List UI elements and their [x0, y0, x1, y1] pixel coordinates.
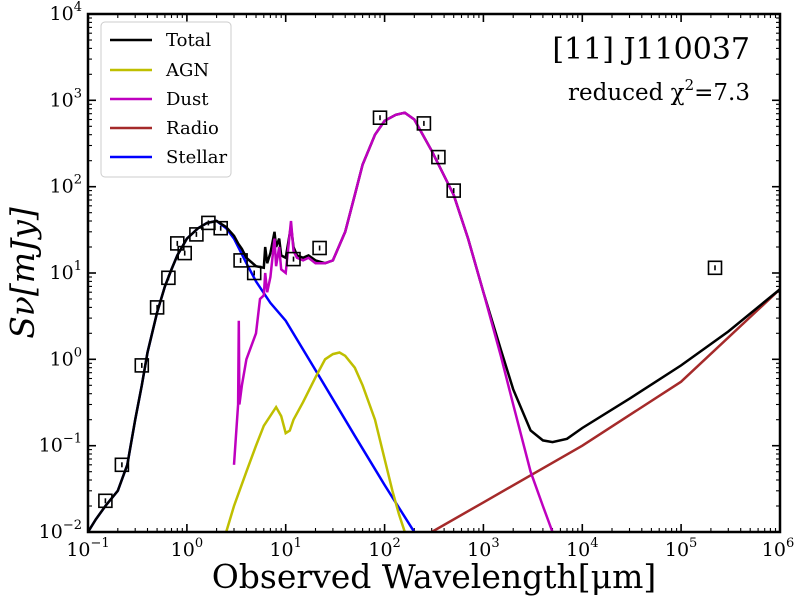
- x-tick-label: 101: [269, 536, 301, 561]
- x-tick-label: 106: [762, 536, 794, 561]
- legend-label-radio: Radio: [166, 118, 219, 139]
- x-tick-label: 10−1: [66, 536, 109, 561]
- observed-point: [312, 240, 327, 256]
- y-tick-label: 10−2: [39, 518, 82, 543]
- observed-point: [149, 300, 165, 315]
- x-tick-label: 103: [467, 536, 499, 561]
- y-tick-label: 103: [50, 86, 82, 111]
- x-tick-label: 105: [665, 536, 697, 561]
- observed-point: [233, 253, 248, 268]
- y-tick-label: 100: [50, 345, 82, 370]
- observed-point: [431, 149, 446, 165]
- series-layer: [88, 110, 780, 532]
- observed-point: [286, 251, 301, 267]
- legend-label-stellar: Stellar: [166, 147, 227, 168]
- y-tick-label: 10−1: [39, 432, 82, 457]
- legend: Total AGN Dust Radio Stellar: [100, 21, 232, 178]
- observed-point: [170, 236, 185, 251]
- legend-label-total: Total: [166, 30, 211, 51]
- y-tick-labels: 10−2 10−1 100 101 102 103 104: [39, 0, 82, 543]
- observed-point: [372, 110, 388, 125]
- observed-point: [177, 245, 192, 261]
- observed-point: [213, 220, 228, 236]
- observed-point: [446, 183, 462, 198]
- plot-frame: [86, 12, 782, 534]
- observed-point: [114, 457, 130, 473]
- y-tick-label: 101: [50, 259, 82, 284]
- reduced-chi2-annotation: reduced χ2=7.3: [568, 76, 750, 106]
- y-tick-label: 104: [50, 0, 82, 25]
- observed-point: [246, 265, 262, 281]
- observed-point: [98, 493, 113, 509]
- y-tick-label: 102: [50, 173, 82, 198]
- series-line-dust: [232, 111, 554, 532]
- x-tick-labels: 10−1 100 101 102 103 104 105 106: [66, 536, 794, 561]
- observed-point: [416, 116, 432, 131]
- x-axis-title: Observed Wavelength[μm]: [212, 557, 657, 596]
- legend-label-agn: AGN: [165, 60, 209, 81]
- series-line-radio: [431, 288, 780, 532]
- observed-point: [161, 270, 176, 286]
- observed-point: [189, 227, 204, 242]
- legend-label-dust: Dust: [166, 89, 209, 110]
- x-tick-label: 100: [171, 536, 203, 561]
- x-tick-label: 102: [368, 536, 400, 561]
- x-tick-label: 104: [566, 536, 598, 561]
- legend-box: [100, 21, 232, 178]
- source-title: [11] J110037: [552, 32, 750, 67]
- observed-point: [134, 358, 150, 373]
- observed-point: [707, 260, 723, 276]
- y-axis-title: Sν[mJy]: [3, 207, 42, 339]
- series-line-agn: [225, 351, 406, 532]
- observed-points: [98, 110, 723, 509]
